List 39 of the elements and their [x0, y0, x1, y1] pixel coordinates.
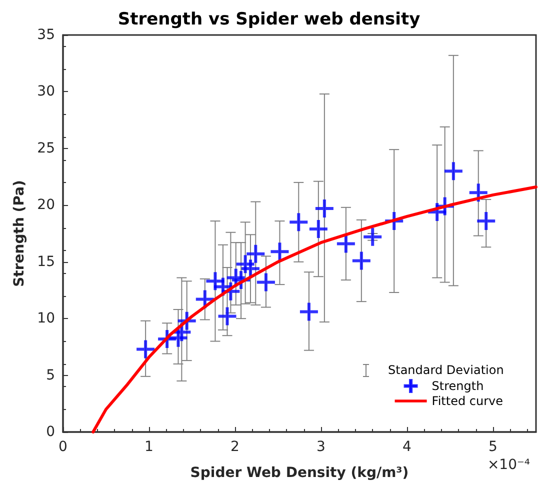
y-tick-label: 15	[37, 254, 55, 270]
point	[314, 198, 335, 220]
x-tick-label: 2	[230, 439, 240, 455]
y-tick-label: 20	[37, 197, 55, 214]
point	[350, 250, 372, 272]
x-tick-label: 0	[58, 439, 68, 455]
x-tick-label: 4	[402, 439, 412, 455]
point	[362, 226, 384, 248]
y-tick-label: 10	[37, 310, 55, 327]
point	[245, 243, 266, 264]
y-tick-label: 35	[37, 27, 55, 43]
x-axis-title: Spider Web Density (kg/m³)	[190, 465, 409, 481]
x-tick-label: 1	[144, 439, 154, 455]
point	[216, 306, 238, 327]
point	[476, 210, 497, 232]
y-axis-title: Strength (Pa)	[11, 180, 28, 287]
point	[255, 272, 276, 293]
point	[442, 160, 464, 182]
point	[288, 212, 310, 233]
annotation: Standard Deviation	[388, 363, 504, 377]
chart-title: Strength vs Spider web density	[118, 10, 420, 30]
x-tick-label: 5	[488, 439, 498, 455]
y-tick-label: 0	[46, 424, 55, 440]
point	[468, 182, 489, 204]
point	[225, 267, 246, 288]
legend-label: Fitted curve	[432, 394, 504, 408]
y-tick-label: 25	[37, 140, 55, 156]
text: ×10⁻⁴	[487, 457, 530, 473]
point	[269, 241, 290, 262]
point	[234, 254, 256, 275]
point	[135, 338, 156, 360]
x-tick-label: 3	[316, 439, 326, 455]
y-tick-label: 30	[37, 84, 55, 100]
legend-label: Strength	[432, 379, 484, 393]
y-tick-label: 5	[46, 367, 55, 384]
line-series	[92, 185, 538, 434]
point	[308, 218, 329, 240]
point	[168, 327, 189, 348]
point	[298, 301, 320, 322]
